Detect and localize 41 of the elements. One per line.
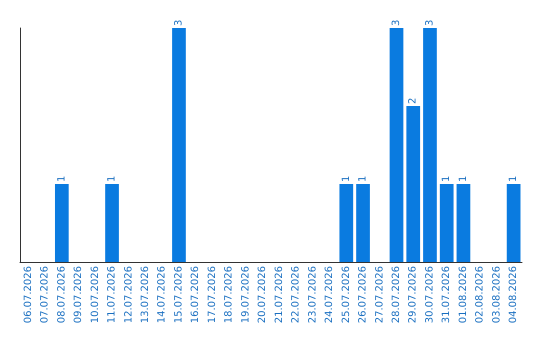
x-tick-label: 24.07.2026 xyxy=(324,266,336,324)
data-label: 1 xyxy=(458,176,469,182)
data-label: 3 xyxy=(424,20,436,26)
x-tick-label: 17.07.2026 xyxy=(206,266,218,324)
x-tick-label: 23.07.2026 xyxy=(307,266,318,324)
x-tick-label: 02.08.2026 xyxy=(474,266,486,324)
data-label: 1 xyxy=(441,176,452,182)
x-tick-label: 08.07.2026 xyxy=(56,266,68,324)
data-label: 1 xyxy=(340,176,352,182)
x-tick-label: 11.07.2026 xyxy=(106,266,118,324)
x-tick-label: 22.07.2026 xyxy=(290,266,302,324)
x-tick-label: 10.07.2026 xyxy=(90,266,101,324)
data-label: 1 xyxy=(56,176,68,182)
data-label: 3 xyxy=(391,20,402,26)
data-label: 1 xyxy=(508,176,520,182)
data-label: 3 xyxy=(173,20,184,26)
data-label: 1 xyxy=(106,176,118,182)
x-tick-label: 03.08.2026 xyxy=(491,266,502,324)
x-tick-label: 14.07.2026 xyxy=(156,266,168,324)
x-tick-label: 13.07.2026 xyxy=(140,266,151,324)
x-tick-label: 07.07.2026 xyxy=(40,266,51,324)
x-tick-label: 06.07.2026 xyxy=(22,266,34,324)
data-label: 2 xyxy=(408,98,419,104)
x-tick-label: 09.07.2026 xyxy=(73,266,84,324)
x-tick-label: 18.07.2026 xyxy=(224,266,235,324)
x-tick-label: 26.07.2026 xyxy=(358,266,369,324)
x-tick-label: 28.07.2026 xyxy=(391,266,402,324)
x-tick-label: 19.07.2026 xyxy=(240,266,252,324)
x-tick-label: 30.07.2026 xyxy=(424,266,436,324)
x-tick-label: 12.07.2026 xyxy=(123,266,134,324)
x-tick-label: 15.07.2026 xyxy=(173,266,184,324)
x-tick-label: 29.07.2026 xyxy=(408,266,419,324)
x-tick-label: 21.07.2026 xyxy=(274,266,285,324)
x-tick-label: 25.07.2026 xyxy=(340,266,352,324)
x-tick-label: 27.07.2026 xyxy=(374,266,386,324)
data-label: 1 xyxy=(358,176,369,182)
x-tick-label: 20.07.2026 xyxy=(257,266,268,324)
x-tick-label: 01.08.2026 xyxy=(458,266,469,324)
x-tick-label: 31.07.2026 xyxy=(441,266,452,324)
x-tick-label: 04.08.2026 xyxy=(508,266,520,324)
x-tick-label: 16.07.2026 xyxy=(190,266,202,324)
